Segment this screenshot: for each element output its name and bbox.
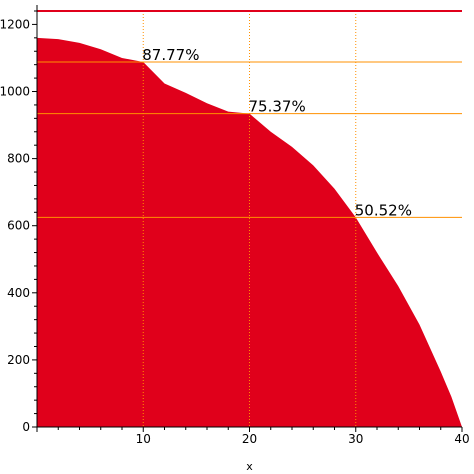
y-tick-label-200: 200 — [7, 353, 30, 367]
x-tick-label-40: 40 — [454, 432, 469, 446]
y-tick-label-400: 400 — [7, 286, 30, 300]
x-tick-label-30: 30 — [348, 432, 363, 446]
y-tick-label-800: 800 — [7, 152, 30, 166]
y-tick-label-1000: 1000 — [0, 85, 30, 99]
x-axis-title: x — [246, 460, 253, 473]
annotation-label-1: 87.77% — [142, 46, 199, 64]
x-tick-label-20: 20 — [242, 432, 257, 446]
annotation-label-2: 75.37% — [249, 98, 306, 116]
x-tick-label-10: 10 — [136, 432, 151, 446]
y-tick-label-1200: 1200 — [0, 17, 30, 31]
annotation-label-3: 50.52% — [355, 201, 412, 219]
y-tick-label-0: 0 — [22, 420, 30, 434]
y-tick-label-600: 600 — [7, 219, 30, 233]
